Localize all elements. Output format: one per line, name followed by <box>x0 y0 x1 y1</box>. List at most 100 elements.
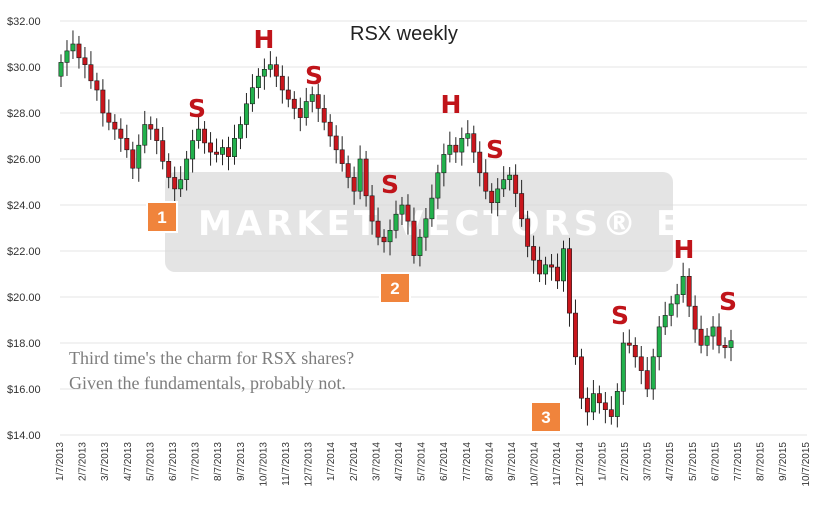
candle-body <box>184 158 190 181</box>
candle-body <box>94 80 100 91</box>
candle-body <box>686 275 692 307</box>
y-tick-label: $22.00 <box>7 246 41 258</box>
number-marker <box>530 401 562 433</box>
x-tick-label: 7/7/2015 <box>733 442 744 481</box>
watermark-text: MARKET VECTORS® ETFs <box>198 204 762 244</box>
candle-body <box>399 204 405 215</box>
candle-body <box>716 326 722 346</box>
x-tick-label: 8/7/2014 <box>484 442 495 481</box>
number-marker-label: 1 <box>157 208 166 227</box>
number-marker-label: 2 <box>390 279 399 298</box>
candle-body <box>573 312 578 358</box>
candle-body <box>351 177 357 192</box>
candle-body <box>160 140 166 162</box>
x-tick-label: 4/7/2015 <box>665 442 676 481</box>
candle-body <box>459 138 465 153</box>
candle-body <box>178 179 184 190</box>
candle-body <box>698 328 704 346</box>
candle-body <box>722 344 728 348</box>
y-tick-label: $18.00 <box>7 338 41 350</box>
note-line-2: Given the fundamentals, probably not. <box>69 373 346 393</box>
candle-body <box>662 315 668 328</box>
candle-body <box>220 147 225 155</box>
candle-body <box>339 149 345 164</box>
x-tick-label: 3/7/2014 <box>371 442 382 481</box>
candle-body <box>578 356 584 399</box>
candle-body <box>208 142 214 153</box>
candle-body <box>626 342 632 346</box>
shoulder-label: S <box>611 301 629 330</box>
head-label: H <box>254 25 275 54</box>
candle-body <box>555 266 560 282</box>
candle-body <box>435 172 441 199</box>
candle-body <box>644 370 650 390</box>
candle-body <box>249 87 255 105</box>
candle-body <box>130 149 136 169</box>
x-tick-label: 3/7/2013 <box>100 442 111 481</box>
candle-body <box>632 344 638 358</box>
chart-title: RSX weekly <box>350 23 458 45</box>
x-tick-label: 9/7/2015 <box>778 442 789 481</box>
x-tick-label: 7/7/2014 <box>462 442 473 481</box>
x-tick-label: 1/7/2014 <box>326 442 337 481</box>
x-tick-label: 10/7/2014 <box>530 442 541 487</box>
candle-body <box>226 147 231 157</box>
candle-body <box>136 144 142 169</box>
candle-body <box>232 138 237 158</box>
candle-body <box>154 128 160 141</box>
number-marker-label: 3 <box>541 408 550 427</box>
candle-body <box>327 121 333 137</box>
y-tick-label: $16.00 <box>7 384 41 396</box>
candle-body <box>315 94 321 109</box>
candle-body <box>106 112 112 123</box>
x-tick-label: 7/7/2013 <box>191 442 202 481</box>
candle-body <box>100 89 106 114</box>
candle-body <box>638 356 644 371</box>
candle-body <box>279 75 285 91</box>
x-tick-label: 8/7/2013 <box>213 442 224 481</box>
candle-body <box>453 144 459 153</box>
candle-body <box>674 294 680 305</box>
x-tick-label: 4/7/2014 <box>394 442 405 481</box>
candle-body <box>429 197 435 220</box>
candle-body <box>668 303 674 316</box>
candle-body <box>166 161 172 178</box>
y-tick-label: $20.00 <box>7 292 41 304</box>
x-tick-label: 5/7/2014 <box>417 442 428 481</box>
number-marker <box>379 272 411 304</box>
candle-body <box>489 190 495 203</box>
candle-body <box>285 89 291 100</box>
candle-body <box>525 218 531 247</box>
candle-body <box>196 128 202 141</box>
shoulder-label: S <box>381 170 399 199</box>
candle-body <box>417 236 423 256</box>
x-tick-label: 6/7/2014 <box>439 442 450 481</box>
x-tick-label: 5/7/2015 <box>688 442 699 481</box>
candle-body <box>477 151 483 174</box>
x-tick-label: 6/7/2013 <box>168 442 179 481</box>
x-tick-label: 8/7/2015 <box>756 442 767 481</box>
candle-body <box>291 98 297 109</box>
candle-body <box>345 163 351 178</box>
note-line-1: Third time's the charm for RSX shares? <box>69 348 354 368</box>
candle-body <box>507 174 513 181</box>
shoulder-label: S <box>188 94 206 123</box>
candle-body <box>303 101 309 118</box>
candle-body <box>255 75 261 88</box>
x-tick-label: 2/7/2015 <box>620 442 631 481</box>
candle-body <box>124 138 130 151</box>
candle-body <box>261 69 267 77</box>
candle-body <box>704 335 710 346</box>
number-marker <box>146 201 178 233</box>
x-tick-label: 11/7/2013 <box>281 442 292 486</box>
x-tick-label: 5/7/2013 <box>145 442 156 481</box>
x-tick-label: 6/7/2015 <box>710 442 721 481</box>
candle-body <box>650 356 656 390</box>
candle-body <box>561 248 566 282</box>
y-tick-label: $28.00 <box>7 108 41 120</box>
candle-body <box>202 128 208 144</box>
y-tick-label: $30.00 <box>7 62 41 74</box>
candle-body <box>172 177 178 190</box>
